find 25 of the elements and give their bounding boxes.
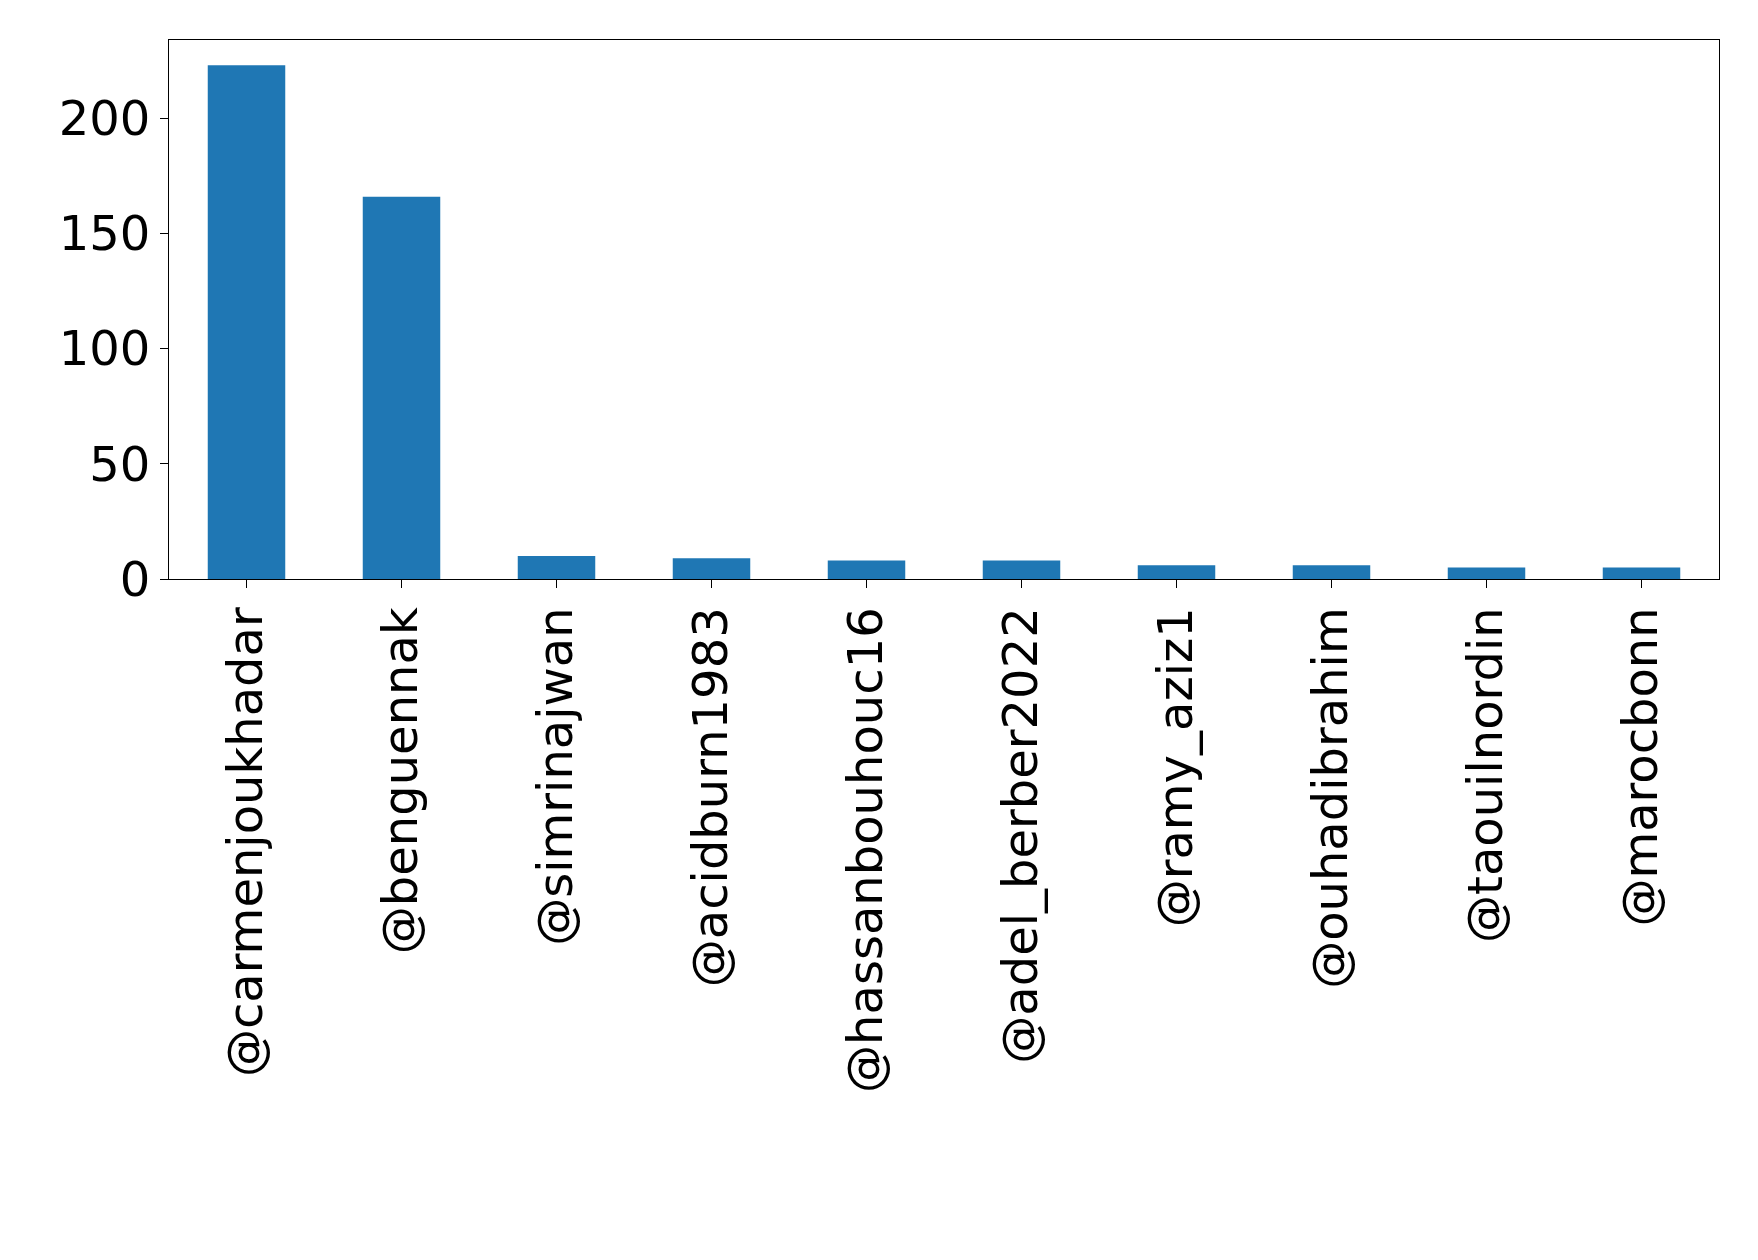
x-tick-label: @ramy_aziz1: [1147, 607, 1204, 928]
x-tick-label: @ouhadibrahim: [1302, 607, 1359, 989]
x-tick-label: @carmenjoukhadar: [217, 607, 274, 1078]
bar: [1447, 567, 1526, 579]
bar: [672, 558, 751, 579]
bar: [1292, 565, 1371, 579]
bar: [827, 560, 906, 579]
bar: [362, 196, 441, 579]
x-tick-label: @adel_berber2022: [992, 607, 1049, 1064]
y-tick-label: 200: [58, 90, 151, 147]
y-tick-label: 150: [58, 205, 151, 262]
y-tick-label: 0: [119, 550, 151, 607]
x-tick-label: @benguennak: [372, 607, 429, 955]
bar: [517, 555, 596, 579]
bar: [982, 560, 1061, 579]
x-tick-label: @hassanbouhouc16: [837, 607, 894, 1093]
y-tick-label: 50: [89, 435, 151, 492]
x-tick-label: @acidburn1983: [682, 607, 739, 988]
x-tick-label: @simrinajwan: [527, 607, 584, 946]
x-tick-label: @marocbonn: [1612, 607, 1669, 927]
x-tick-label: @taouilnordin: [1457, 607, 1514, 943]
bar: [207, 65, 286, 579]
y-tick-label: 100: [58, 320, 151, 377]
bar: [1602, 567, 1681, 579]
bar: [1137, 565, 1216, 579]
